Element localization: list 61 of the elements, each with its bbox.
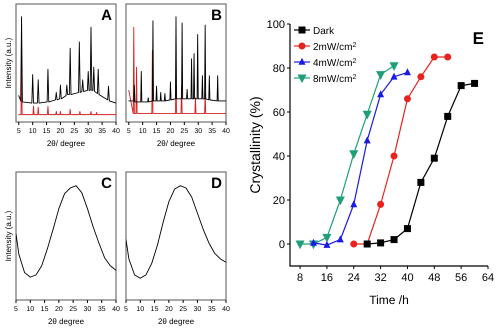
- point: [444, 112, 452, 120]
- y-tick-label: 80: [272, 62, 285, 75]
- point: [377, 90, 384, 98]
- point: [364, 136, 371, 144]
- x-axis-title: 2θ/ degree: [46, 139, 86, 148]
- point: [390, 152, 398, 160]
- chart-title: D: [211, 175, 222, 192]
- chart-title: A: [101, 7, 112, 24]
- point: [404, 68, 411, 76]
- y-axis-title: Intensity (a.u.): [4, 210, 13, 262]
- x-tick-label: 16: [320, 272, 334, 284]
- point: [471, 80, 478, 87]
- point: [350, 200, 358, 208]
- point: [389, 62, 399, 72]
- point: [336, 196, 345, 206]
- point: [310, 238, 317, 246]
- point: [376, 71, 386, 80]
- x-tick-label: 24: [348, 272, 360, 284]
- legend-label: 4mW/cm$^{2}$: [313, 58, 356, 69]
- point: [390, 236, 398, 244]
- y-axis-title: Crystallinity (%): [247, 96, 263, 194]
- x-tick-label: 40: [401, 272, 414, 284]
- y-tick-label: 60: [272, 106, 285, 119]
- y-axis-title: Intensity (a.u.): [4, 37, 13, 88]
- point: [390, 72, 398, 80]
- point: [417, 178, 424, 186]
- x-tick-label: 56: [455, 272, 468, 284]
- legend-label: Dark: [313, 26, 336, 37]
- y-tick-label: 100: [266, 18, 285, 31]
- point: [362, 110, 372, 120]
- x-tick-label: 32: [374, 272, 387, 284]
- y-tick-label: 20: [272, 194, 285, 207]
- chart-title: B: [211, 7, 222, 24]
- x-axis-title: Time /h: [369, 293, 409, 307]
- point: [377, 239, 384, 246]
- point: [430, 154, 438, 162]
- y-tick-label: 40: [272, 150, 285, 163]
- x-axis-title: 2θ degree: [158, 317, 195, 326]
- chart-title: E: [472, 29, 484, 48]
- legend-label: 2mW/cm$^{2}$: [313, 42, 356, 53]
- point: [444, 54, 452, 60]
- point: [323, 240, 330, 248]
- point: [417, 73, 424, 80]
- x-tick-label: 64: [482, 272, 494, 284]
- point: [377, 200, 384, 208]
- point: [404, 95, 411, 102]
- point: [296, 240, 305, 250]
- y-tick-label: 0: [278, 238, 285, 251]
- x-tick-label: 8: [297, 272, 304, 284]
- x-tick-label: 48: [428, 272, 440, 284]
- legend-label: 8mW/cm$^{2}$: [313, 74, 356, 85]
- chart-title: C: [101, 175, 112, 192]
- x-axis-title: 2θ degree: [48, 317, 85, 326]
- point: [322, 234, 332, 243]
- point: [430, 54, 438, 60]
- x-axis-title: 2θ/ degree: [156, 139, 196, 148]
- point: [458, 82, 465, 90]
- point: [350, 240, 358, 248]
- point: [349, 150, 358, 160]
- point: [404, 225, 411, 232]
- point: [336, 235, 344, 242]
